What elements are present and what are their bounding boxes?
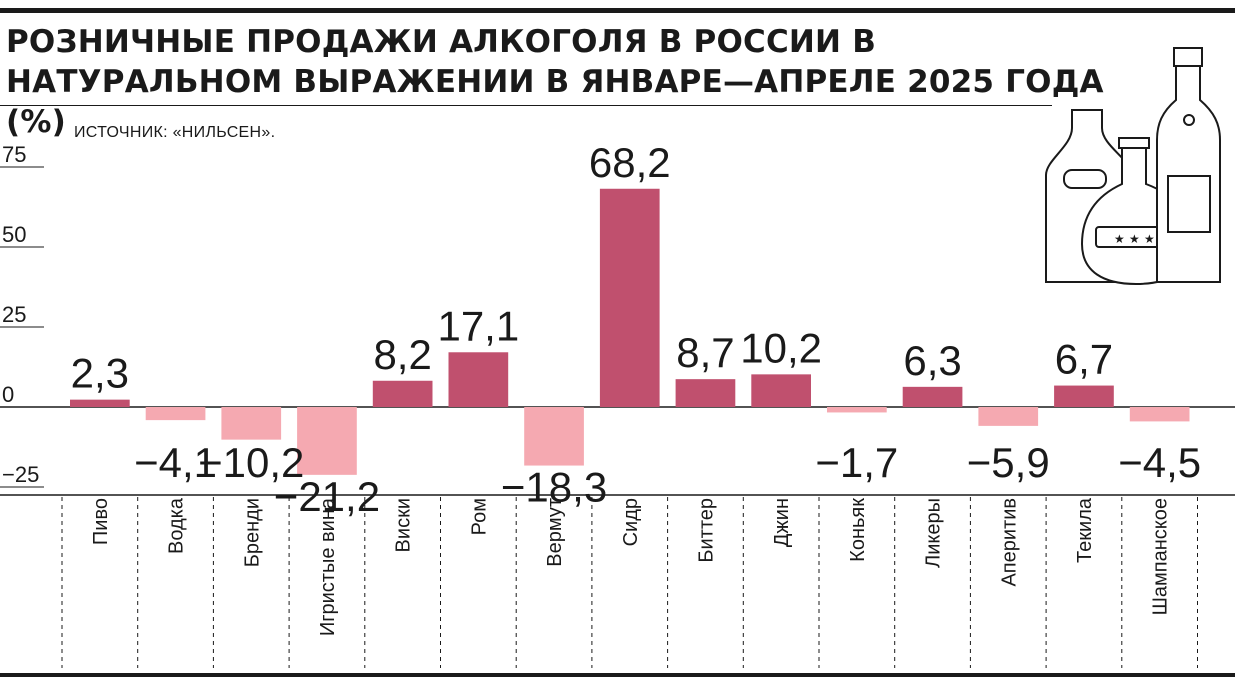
- bar: [524, 407, 584, 466]
- category-label: Аперитив: [998, 498, 1020, 587]
- category-label: Пиво: [90, 498, 112, 545]
- value-label: −18,3: [501, 464, 607, 511]
- category-label: Бренди: [241, 498, 263, 567]
- value-label: 17,1: [437, 302, 519, 349]
- bars: [70, 188, 1190, 475]
- bar: [827, 407, 887, 413]
- y-tick-label: 25: [2, 302, 26, 327]
- bar: [448, 352, 509, 407]
- y-tick-label: −25: [2, 462, 39, 487]
- category-label: Коньяк: [847, 498, 869, 562]
- category-label: Джин: [771, 498, 793, 547]
- value-label: 8,2: [373, 331, 431, 378]
- bottom-rule: [0, 673, 1235, 677]
- value-label: −1,7: [815, 439, 898, 486]
- bar: [145, 407, 206, 421]
- bar: [297, 407, 357, 475]
- value-label: 6,3: [903, 337, 961, 384]
- chart-title: РОЗНИЧНЫЕ ПРОДАЖИ АЛКОГОЛЯ В РОССИИ В НА…: [6, 24, 1104, 140]
- category-label: Ром: [468, 498, 490, 535]
- bar: [599, 188, 660, 407]
- value-label: −4,5: [1118, 439, 1201, 486]
- category-axis: Пиво Водка Бренди Игристые вина Виски Ром Верм…: [61, 497, 1198, 668]
- category-label: Биттер: [695, 498, 717, 563]
- value-label: 10,2: [740, 324, 822, 371]
- bar: [372, 380, 433, 407]
- value-label: −4,1: [134, 439, 217, 486]
- alcohol-bottles-icon: ★ ★ ★: [1045, 47, 1221, 286]
- svg-text:★: ★: [1114, 232, 1125, 246]
- svg-text:★: ★: [1129, 232, 1140, 246]
- value-label: 6,7: [1055, 336, 1113, 383]
- value-label: −21,2: [274, 473, 380, 520]
- bar: [1129, 407, 1190, 422]
- category-label: Шампанское: [1150, 498, 1172, 615]
- value-label: 2,3: [71, 350, 129, 397]
- bar: [751, 374, 811, 407]
- svg-text:★: ★: [1144, 232, 1155, 246]
- value-label: −5,9: [967, 439, 1050, 486]
- y-tick-label: 50: [2, 222, 26, 247]
- value-labels: 2,3−4,1−10,2−21,2 8,217,1 −18,3 68,2 8,7 10,2…: [71, 139, 1201, 520]
- bar: [1054, 385, 1114, 407]
- source-note: ИСТОЧНИК: «НИЛЬСЕН».: [74, 124, 276, 141]
- y-tick-label: 0: [2, 382, 14, 407]
- value-label: −10,2: [198, 439, 304, 486]
- value-label: 8,7: [676, 329, 734, 376]
- title-rule: [0, 105, 1052, 106]
- category-label: Виски: [393, 498, 415, 552]
- bar: [902, 386, 963, 407]
- bar: [675, 379, 736, 407]
- category-label: Вермут: [544, 498, 566, 567]
- category-label: Сидр: [620, 498, 642, 546]
- category-label: Текила: [1074, 497, 1096, 563]
- category-label: Игристые вина: [317, 497, 339, 636]
- category-label: Водка: [166, 497, 188, 554]
- y-tick-label: 75: [2, 142, 26, 167]
- bar: [70, 399, 130, 407]
- bar: [221, 407, 282, 440]
- top-rule: [0, 8, 1235, 13]
- category-label: Ликеры: [923, 498, 945, 568]
- bar: [978, 407, 1039, 426]
- value-label: 68,2: [589, 139, 671, 186]
